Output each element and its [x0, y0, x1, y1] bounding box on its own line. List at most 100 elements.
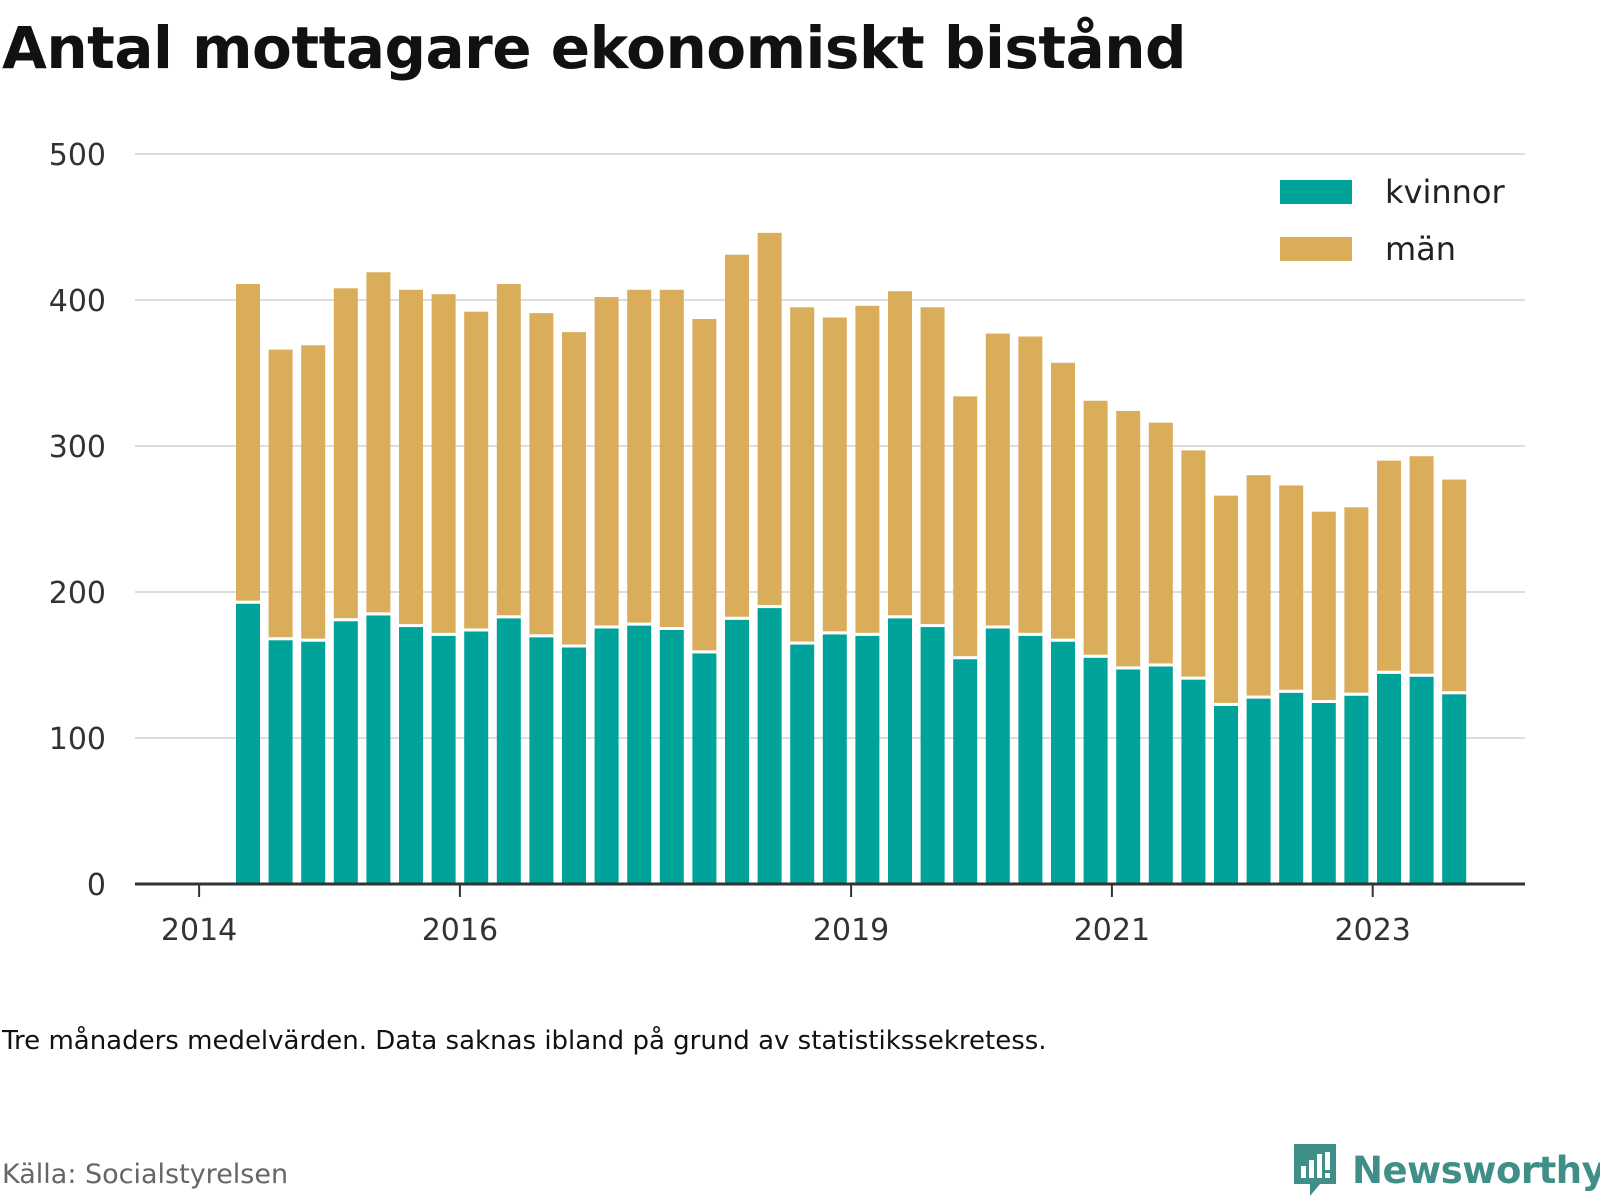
bar-kvinnor	[1083, 657, 1108, 884]
bar-man	[268, 349, 293, 639]
bar-kvinnor	[920, 627, 945, 884]
bar-man	[790, 307, 815, 643]
bar-kvinnor	[399, 627, 423, 884]
bar-separator	[1409, 673, 1434, 677]
bar-kvinnor	[333, 621, 358, 884]
bar-separator	[1083, 654, 1108, 658]
bar-separator	[1442, 691, 1467, 695]
bar-separator	[1311, 699, 1336, 703]
y-tick-label: 500	[49, 138, 106, 173]
bar-separator	[268, 637, 293, 641]
bar-man	[1083, 400, 1108, 656]
bar-man	[1018, 336, 1043, 634]
bar-man	[529, 313, 554, 636]
bar-man	[301, 345, 326, 640]
bar-separator	[1018, 632, 1043, 636]
bar-man	[692, 318, 717, 652]
chart-title: Antal mottagare ekonomiskt bistånd	[2, 14, 1187, 82]
bar-kvinnor	[236, 603, 260, 884]
bar-separator	[855, 632, 880, 636]
bar-separator	[1214, 702, 1238, 706]
bar-kvinnor	[855, 635, 880, 884]
bar-kvinnor	[692, 653, 717, 884]
bar-man	[1051, 362, 1075, 640]
bar-kvinnor	[1148, 666, 1173, 884]
bar-man	[594, 297, 619, 627]
bar-man	[953, 396, 978, 658]
bar-kvinnor	[1311, 702, 1336, 884]
legend-swatch	[1280, 237, 1352, 261]
bar-separator	[236, 600, 260, 604]
source-credit: Källa: Socialstyrelsen	[2, 1159, 289, 1190]
bar-man	[1116, 410, 1141, 668]
x-tick-label: 2014	[161, 913, 237, 948]
bar-separator	[659, 626, 684, 630]
bar-kvinnor	[659, 629, 684, 884]
bar-separator	[920, 624, 945, 628]
bar-separator	[1377, 670, 1401, 674]
legend: kvinnor män	[1280, 173, 1506, 268]
bar-separator	[725, 616, 749, 620]
bar-man	[399, 289, 423, 626]
bar-separator	[985, 625, 1010, 629]
newsworthy-logo: Newsworthy	[1290, 1140, 1600, 1200]
bar-kvinnor	[496, 618, 521, 884]
bar-kvinnor	[953, 659, 978, 884]
chart-note: Tre månaders medelvärden. Data saknas ib…	[2, 1026, 1047, 1056]
x-axis: 2014 2016 2019 2021 2023	[135, 882, 1525, 948]
bar-man	[1311, 511, 1336, 701]
bar-kvinnor	[1181, 679, 1206, 884]
bar-separator	[953, 656, 978, 660]
bar-separator	[790, 641, 815, 645]
bar-separator	[431, 632, 456, 636]
bar-separator	[366, 612, 391, 616]
bar-man	[1148, 422, 1173, 665]
bars	[236, 232, 1467, 884]
y-axis-tick-labels: 0 100 200 300 400 500	[49, 138, 106, 903]
bar-chart: 0 100 200 300 400 500 2014 2016 2019 2021 2023 kv…	[49, 138, 1525, 948]
bar-kvinnor	[1377, 673, 1401, 884]
y-tick-label: 200	[49, 576, 106, 611]
bar-kvinnor	[562, 647, 586, 884]
y-tick-label: 100	[49, 722, 106, 757]
bar-separator	[464, 628, 489, 632]
bar-man	[888, 291, 912, 617]
bar-man	[1344, 507, 1369, 694]
bar-kvinnor	[790, 644, 815, 884]
legend-swatch	[1280, 180, 1352, 204]
bar-separator	[692, 650, 717, 654]
bar-kvinnor	[1051, 641, 1075, 884]
x-tick-label: 2023	[1335, 913, 1411, 948]
bar-kvinnor	[594, 628, 619, 884]
bar-separator	[1279, 689, 1304, 693]
bar-man	[757, 232, 782, 607]
bar-man	[920, 307, 945, 626]
bar-man	[464, 311, 489, 630]
bar-kvinnor	[1116, 669, 1141, 884]
bar-man	[985, 333, 1010, 627]
bar-separator	[888, 615, 912, 619]
bar-kvinnor	[822, 634, 847, 884]
bar-man	[1214, 495, 1238, 704]
bar-kvinnor	[366, 615, 391, 884]
bar-man	[431, 294, 456, 634]
bar-kvinnor	[301, 641, 326, 884]
bar-separator	[399, 624, 423, 628]
bar-separator	[594, 625, 619, 629]
x-tick-label: 2016	[422, 913, 498, 948]
bar-separator	[1116, 666, 1141, 670]
bar-man	[659, 289, 684, 628]
y-tick-label: 400	[49, 284, 106, 319]
bar-man	[562, 332, 586, 646]
bar-man	[236, 283, 260, 602]
bar-kvinnor	[431, 635, 456, 884]
bar-separator	[627, 622, 652, 626]
bar-separator	[333, 618, 358, 622]
legend-label: män	[1385, 230, 1456, 268]
bar-separator	[822, 631, 847, 635]
bar-kvinnor	[1409, 676, 1434, 884]
bar-separator	[496, 615, 521, 619]
bar-kvinnor	[1442, 694, 1467, 884]
bar-man	[855, 305, 880, 634]
bar-kvinnor	[757, 608, 782, 884]
